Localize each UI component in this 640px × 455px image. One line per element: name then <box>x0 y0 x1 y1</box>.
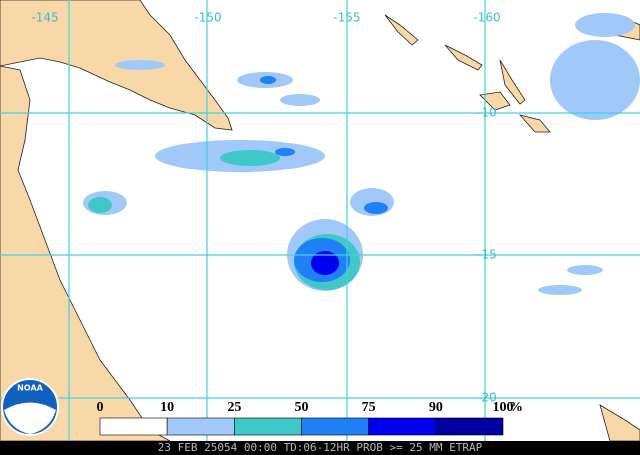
lon-label: -145 <box>31 11 58 25</box>
lat-label: -20 <box>477 391 497 405</box>
legend-swatch <box>301 417 369 436</box>
legend-label: 0 <box>97 400 104 415</box>
legend-label: 75 <box>362 400 376 415</box>
legend-swatch <box>435 417 504 436</box>
legend-label: 10 <box>160 400 174 415</box>
legend-label: 90 <box>429 400 443 415</box>
lon-label: -150 <box>194 11 221 25</box>
legend-swatch <box>166 417 235 436</box>
legend-label: 25 <box>227 400 241 415</box>
legend-swatch <box>234 417 302 436</box>
lat-label: -10 <box>477 106 497 120</box>
legend-swatch <box>368 417 437 436</box>
footer-text: 23 FEB 25054 00:00 TD:06-12HR PROB >= 25… <box>158 441 483 454</box>
probability-areas <box>83 13 640 295</box>
lat-label: -15 <box>477 248 497 262</box>
logo-text: NOAA <box>17 384 43 393</box>
lon-label: -155 <box>333 11 360 25</box>
legend-label: 50 <box>295 400 309 415</box>
legend-swatch <box>99 417 168 436</box>
noaa-logo: NOAA <box>1 378 59 436</box>
graticule <box>0 0 640 441</box>
lon-label: -160 <box>473 11 500 25</box>
footer-bar <box>0 441 640 455</box>
legend-label: 100 <box>493 400 514 415</box>
legend-unit: % <box>509 400 523 415</box>
